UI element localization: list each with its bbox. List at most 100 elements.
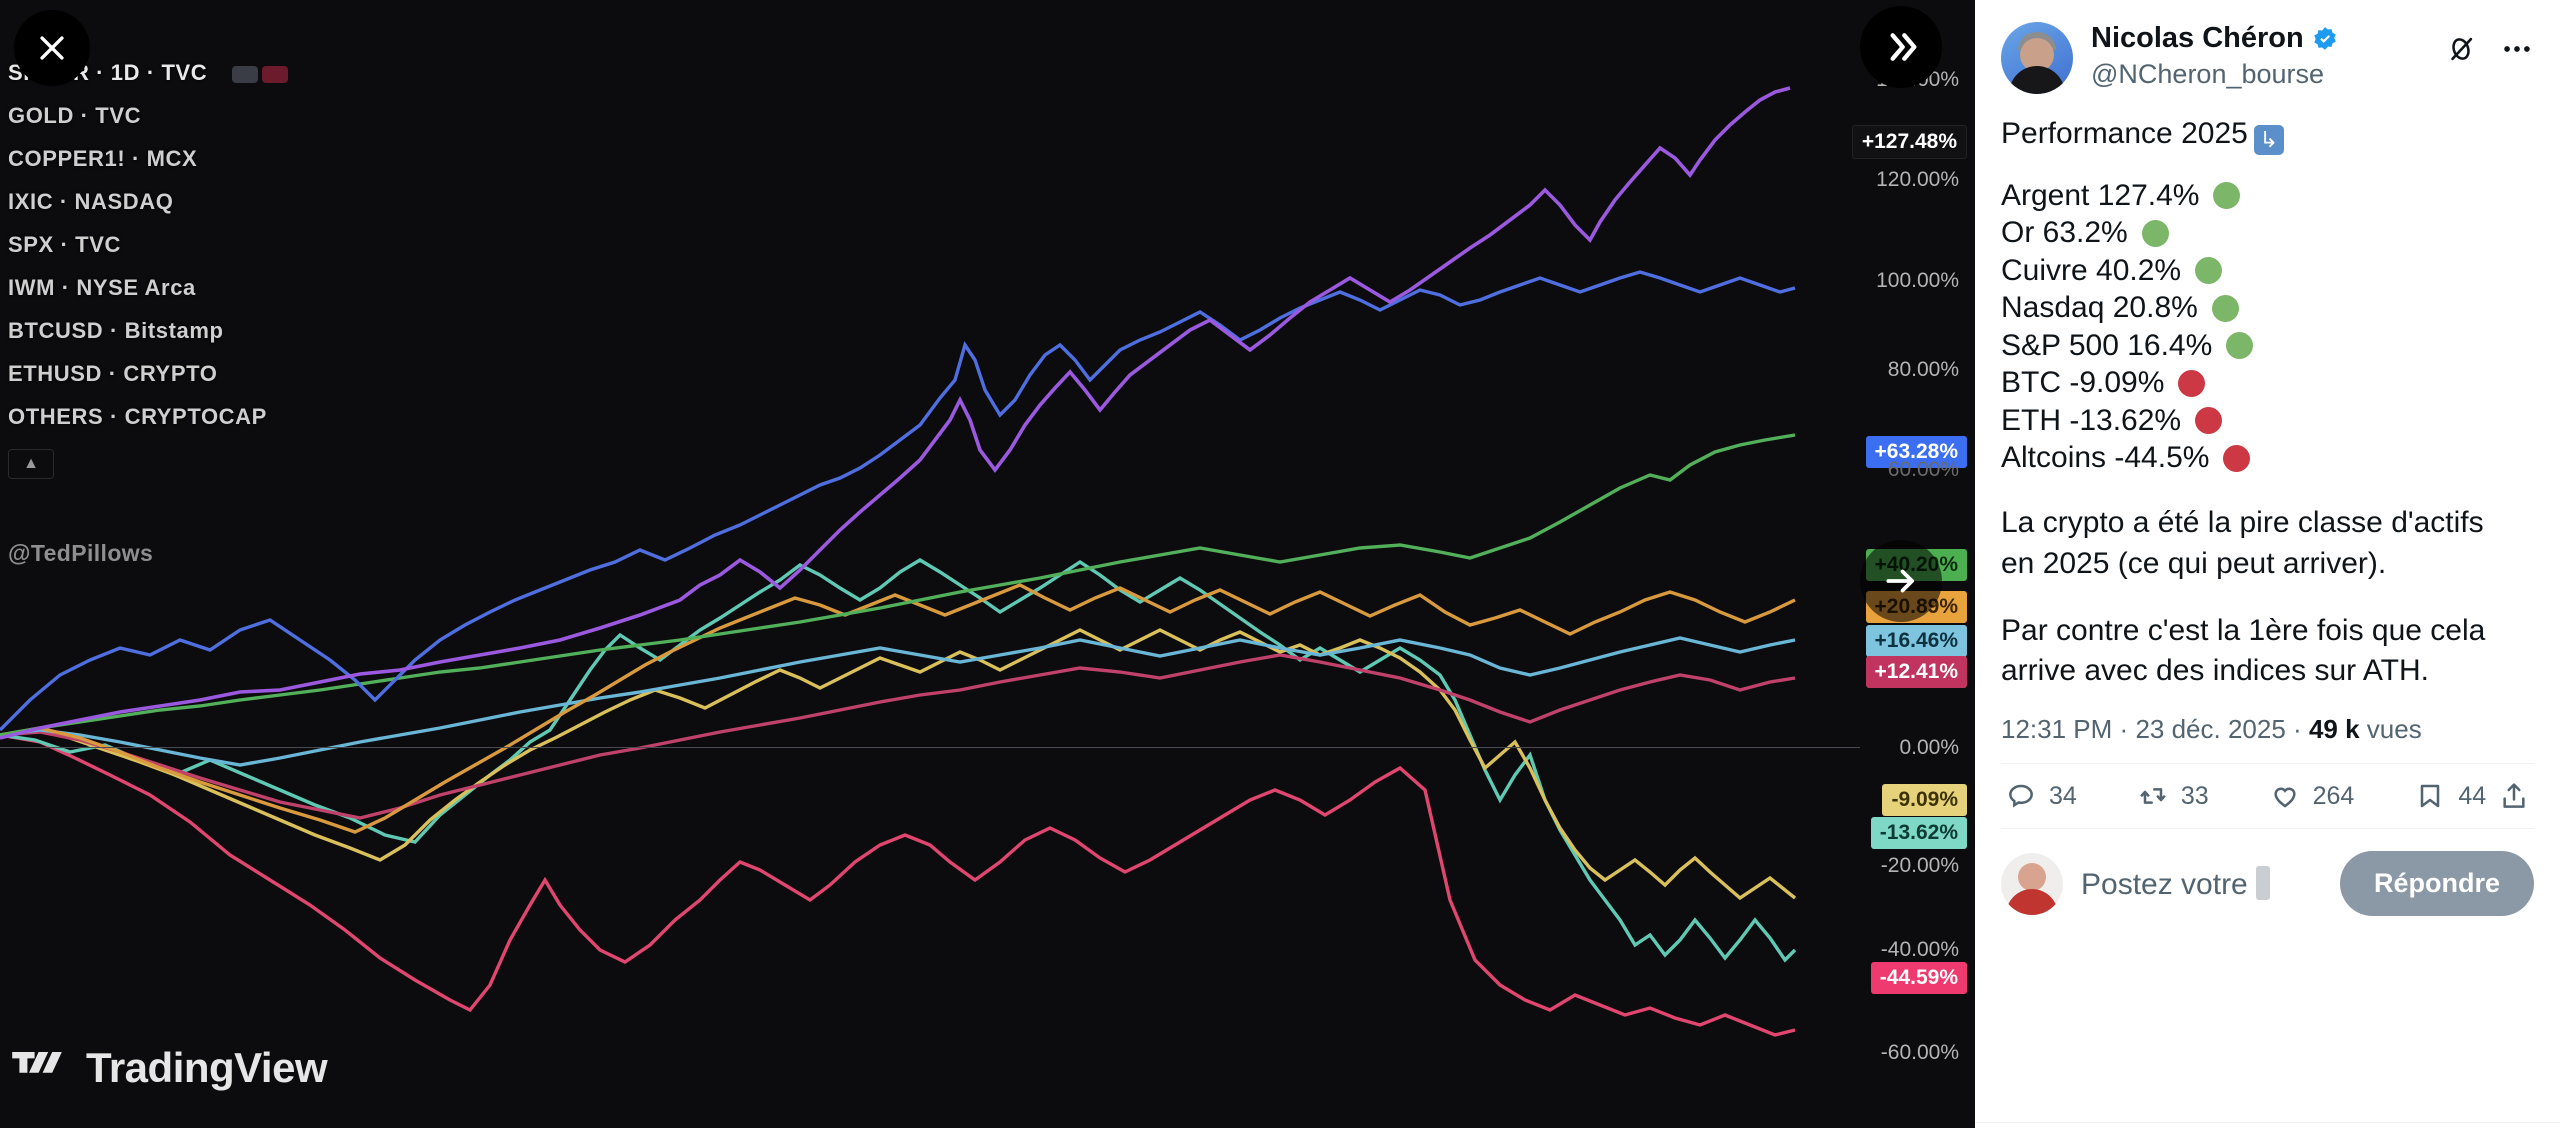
retweet-count: 33 [2180,781,2209,810]
list-item: S&P 500 16.4% [2001,327,2534,365]
author-display-name-row[interactable]: Nicolas Chéron [2091,22,2338,55]
series-line-SPX [0,636,1796,767]
performance-label: Cuivre 40.2% [2001,253,2182,287]
chart-price-scale[interactable]: 140.00% +127.48% 120.00% 100.00% 80.00% … [1835,0,1975,1128]
avatar-body [2009,66,2065,94]
retweet-action[interactable]: 33 [2137,780,2209,812]
tweet-paragraph-2-line-1: Par contre c'est la 1ère fois que cela [2001,613,2486,647]
chart-canvas [0,0,1975,1128]
reply-composer: Postez votre Répondre [1975,829,2560,938]
retweet-icon [2140,788,2166,805]
paragraph-spacer [2001,585,2534,611]
panel-footer-divider [1975,1122,2560,1128]
performance-label: BTC -9.09% [2001,366,2165,400]
user-avatar-body [2006,888,2058,915]
reply-count: 34 [2049,781,2077,810]
legend-item-copper[interactable]: COPPER1! · MCX [8,146,198,171]
grok-icon[interactable] [2444,32,2478,66]
bookmark-icon [2421,784,2440,808]
forward-button[interactable] [1860,540,1942,622]
user-avatar-face [2018,862,2046,891]
more-horizontal-icon[interactable] [2500,32,2534,66]
status-dot-red [2195,407,2223,435]
ytick-120: 120.00% [1876,168,1959,191]
tweet-views-count: 49 k [2308,714,2360,745]
avatar[interactable] [2001,22,2073,94]
price-tag-gold: +63.28% [1865,436,1967,468]
tweet-headline: Performance 2025 [2001,117,2248,150]
bookmark-action[interactable]: 44 [2414,780,2486,812]
author-display-name: Nicolas Chéron [2091,22,2304,54]
tweet-paragraph-2-line-2: arrive avec des indices sur ATH. [2001,654,2429,688]
status-dot-green [2226,332,2254,360]
user-avatar[interactable] [2001,852,2063,915]
tweet-time: 12:31 PM [2001,714,2113,745]
comment-icon [2009,784,2033,808]
list-item: Nasdaq 20.8% [2001,289,2534,327]
meta-separator: · [2119,714,2129,745]
arrow-right-icon [1886,569,1914,593]
legend-item-iwm[interactable]: IWM · NYSE Arca [8,275,196,300]
price-tag-spx: +16.46% [1865,625,1967,657]
list-item: BTC -9.09% [2001,364,2534,402]
performance-label: Nasdaq 20.8% [2001,291,2198,325]
bookmark-count: 44 [2458,781,2487,810]
performance-label: Altcoins -44.5% [2001,441,2210,475]
arrow-down-right-emoji-icon: ↳ [2253,124,2284,155]
series-line-IXIC [0,583,1796,834]
reply-button[interactable]: Répondre [2339,851,2534,917]
series-line-GOLD [0,270,1796,732]
chevrons-right-icon [1890,33,1917,61]
meta-separator: · [2293,714,2302,745]
heart-icon [2274,787,2296,808]
legend-item-others[interactable]: OTHERS · CRYPTOCAP [8,404,267,429]
series-line-COPPER1 [0,433,1796,737]
price-tag-btcusd: -9.09% [1882,784,1967,816]
ytick--20: -20.00% [1880,854,1959,877]
list-item: Cuivre 40.2% [2001,252,2534,290]
like-action[interactable]: 264 [2269,780,2355,812]
tweet-detail-panel: Nicolas Chéron @NCheron_bourse [1975,0,2560,1128]
legend-item-spx[interactable]: SPX · TVC [8,232,121,257]
legend-item-gold[interactable]: GOLD · TVC [8,103,142,128]
legend-item-ixic[interactable]: IXIC · NASDAQ [8,189,174,214]
tweet-paragraph-1-line-2: en 2025 (ce qui peut arriver). [2001,546,2387,580]
tweet-paragraph-1-line-1: La crypto a été la pire classe d'actifs [2001,505,2484,539]
close-button[interactable] [14,10,90,86]
tweet-date: 23 déc. 2025 [2135,714,2286,745]
tradingview-logo: TradingView [12,1044,328,1092]
price-tag-others: -44.59% [1870,962,1967,994]
reply-action[interactable]: 34 [2005,780,2077,812]
series-line-SILVER [0,86,1791,740]
reply-input[interactable]: Postez votre [2081,865,2270,902]
like-count: 264 [2312,781,2355,810]
status-dot-red [2223,444,2251,472]
ytick-100: 100.00% [1876,269,1959,292]
tradingview-brand-text: TradingView [86,1044,328,1091]
performance-label: S&P 500 16.4% [2001,328,2213,362]
list-item: Altcoins -44.5% [2001,439,2534,477]
share-action[interactable] [2498,780,2530,812]
author-handle: @NCheron_bourse [2091,59,2325,90]
tradingview-logo-icon [12,1052,62,1073]
tweet-headline-row: Performance 2025 ↳ [2001,114,2534,155]
performance-label: Argent 127.4% [2001,178,2200,212]
status-dot-red [2178,369,2206,397]
status-dot-green [2211,294,2239,322]
author-names: Nicolas Chéron @NCheron_bourse [2091,22,2338,90]
series-line-OTHERS [0,733,1796,1037]
legend-badge-red [261,65,288,83]
verified-badge-icon [2313,26,2336,50]
ytick--60: -60.00% [1880,1041,1959,1064]
price-tag-ethusd: -13.62% [1870,817,1967,849]
legend-item-btcusd[interactable]: BTCUSD · Bitstamp [8,318,224,343]
performance-label: ETH -13.62% [2001,403,2182,437]
next-media-button[interactable] [1860,6,1942,88]
chevron-up-icon[interactable]: ▲ [8,449,54,479]
price-tag-silver: +127.48% [1851,125,1967,159]
legend-item-ethusd[interactable]: ETHUSD · CRYPTO [8,361,218,386]
status-dot-green [2195,257,2223,285]
text-caret [2255,865,2270,900]
tweet-meta: 12:31 PM · 23 déc. 2025 · 49 k vues [1975,692,2560,763]
tweet-views-label: vues [2366,714,2422,745]
